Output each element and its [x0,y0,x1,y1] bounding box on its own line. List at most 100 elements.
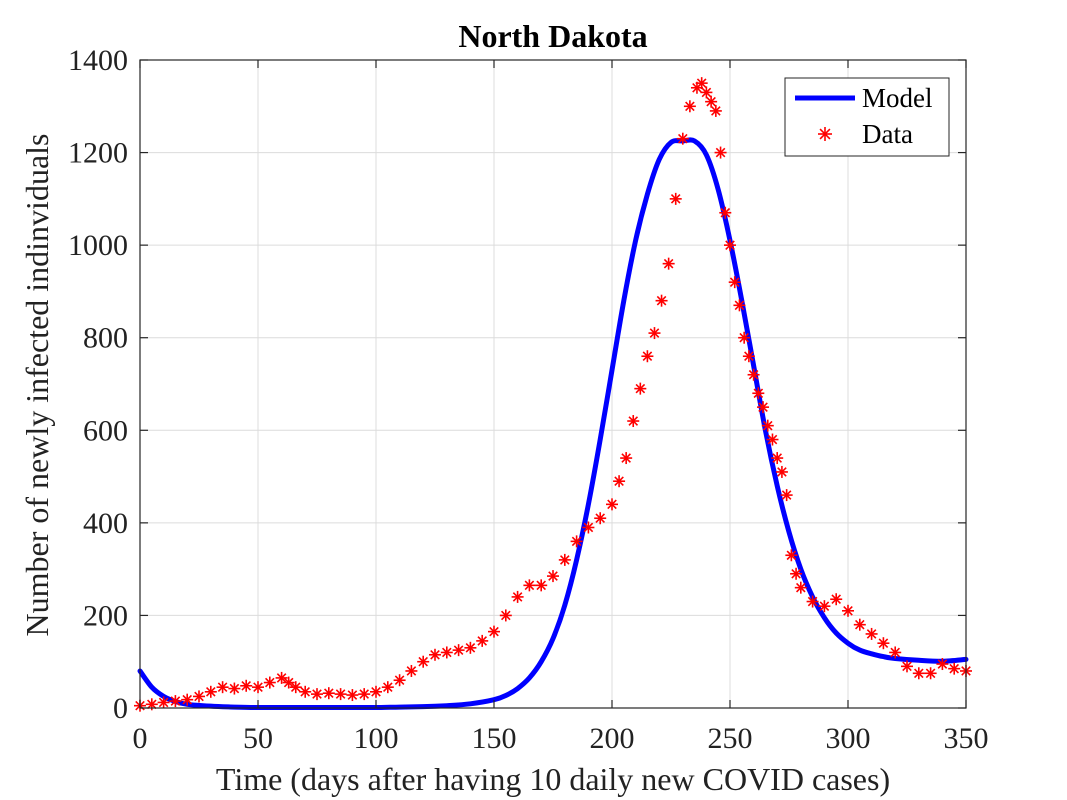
data-point [299,685,312,698]
plot-frame [139,59,967,709]
y-tick-label: 1000 [68,229,128,262]
data-point [676,132,689,145]
data-point [606,498,618,511]
data-point [535,579,548,592]
data-point [157,696,170,709]
data-point [924,667,937,680]
data-point [738,331,751,344]
data-point [757,401,770,414]
data-point [358,688,371,701]
data-point [771,452,784,465]
data-point [570,535,583,548]
data-point [499,609,512,622]
data-point [240,679,253,692]
data-point [842,604,854,617]
data-point [204,685,217,698]
y-tick-label: 1200 [68,137,128,170]
data-point [766,433,779,446]
data-point [252,681,264,694]
data-point [282,676,295,689]
x-tick-label: 100 [354,722,399,755]
data-point [429,648,441,661]
data-point [641,350,654,363]
x-tick-label: 350 [944,722,989,755]
data-point [794,581,807,594]
data-point [705,95,718,108]
data-point [440,646,453,659]
data-point [582,521,595,534]
y-tick-label: 200 [83,599,128,632]
data-point [714,146,727,159]
legend-model-label: Model [862,83,933,113]
plot-area [140,60,966,708]
data-point [775,465,788,478]
data-point [289,681,302,694]
y-tick-label: 1400 [68,44,128,77]
data-point [724,239,736,252]
data-point [547,570,559,583]
data-point [853,618,866,631]
data-point [742,350,755,363]
data-point [216,681,229,694]
legend-data-label: Data [862,119,913,149]
data-point [263,676,276,689]
data-point [818,600,831,613]
data-point [700,86,713,99]
data-point [464,641,477,654]
data-point [370,685,382,698]
data-point [145,698,158,711]
data-point [334,688,347,701]
data-point [613,475,626,488]
legend-data-marker [818,127,832,141]
y-tick-label: 800 [83,322,128,355]
data-point [889,646,902,659]
data-point [719,206,732,219]
data-point [381,681,394,694]
data-point [627,415,640,428]
data-point [747,368,760,381]
x-tick-label: 50 [243,722,273,755]
data-point [752,387,765,400]
data-point [912,667,925,680]
data-point [648,327,661,340]
data-point [511,590,524,603]
data-point [346,689,359,702]
data-point [655,294,668,307]
y-tick-label: 600 [83,414,128,447]
x-tick-label: 250 [708,722,753,755]
data-point [181,693,194,706]
chart-title: North Dakota [458,18,647,54]
data-point [901,660,913,673]
data-point [728,276,741,289]
data-point [709,104,722,117]
data-point [695,77,708,90]
x-tick-label: 0 [133,722,148,755]
data-point [228,682,241,695]
legend-box [784,77,950,157]
data-point [405,664,418,677]
data-point [476,634,489,647]
data-point [417,655,430,668]
data-point [830,593,843,606]
data-point [311,688,323,701]
data-point [558,553,571,566]
data-point [790,567,803,580]
x-tick-label: 200 [590,722,635,755]
data-point [620,452,633,465]
data-point [193,690,205,703]
y-axis-title: Number of newly infected indinviduals [19,134,55,637]
data-point [948,662,961,675]
legend-data-swatch [818,127,832,141]
y-tick-label: 400 [83,507,128,540]
data-point [877,637,890,650]
data-point [452,644,465,657]
data-point [662,257,675,270]
x-axis-title: Time (days after having 10 daily new COV… [216,761,890,797]
data-point [322,687,335,700]
data-point [393,674,406,687]
data-point [683,100,696,113]
legend: Model Data [784,77,950,157]
data-point [785,549,798,562]
